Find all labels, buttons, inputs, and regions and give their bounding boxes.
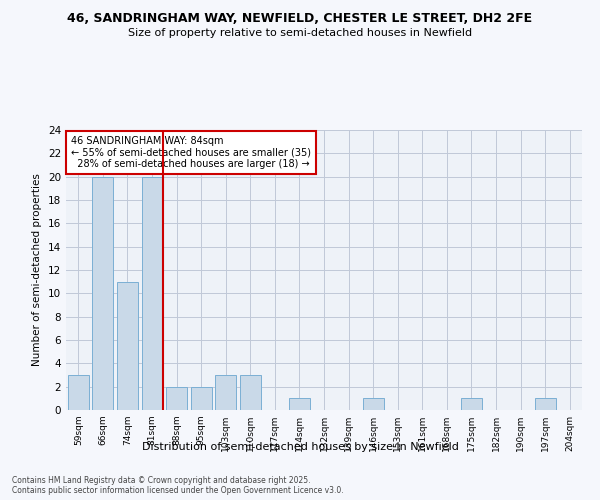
Text: 46, SANDRINGHAM WAY, NEWFIELD, CHESTER LE STREET, DH2 2FE: 46, SANDRINGHAM WAY, NEWFIELD, CHESTER L… <box>67 12 533 26</box>
Bar <box>289 398 310 410</box>
Bar <box>535 398 556 410</box>
Bar <box>117 282 138 410</box>
Text: Size of property relative to semi-detached houses in Newfield: Size of property relative to semi-detach… <box>128 28 472 38</box>
Bar <box>362 398 383 410</box>
Y-axis label: Number of semi-detached properties: Number of semi-detached properties <box>32 174 43 366</box>
Bar <box>68 375 89 410</box>
Bar <box>215 375 236 410</box>
Bar <box>461 398 482 410</box>
Text: Contains HM Land Registry data © Crown copyright and database right 2025.
Contai: Contains HM Land Registry data © Crown c… <box>12 476 344 495</box>
Bar <box>240 375 261 410</box>
Text: Distribution of semi-detached houses by size in Newfield: Distribution of semi-detached houses by … <box>142 442 458 452</box>
Bar <box>191 386 212 410</box>
Bar <box>142 176 163 410</box>
Bar <box>166 386 187 410</box>
Bar <box>92 176 113 410</box>
Text: 46 SANDRINGHAM WAY: 84sqm
← 55% of semi-detached houses are smaller (35)
  28% o: 46 SANDRINGHAM WAY: 84sqm ← 55% of semi-… <box>71 136 311 169</box>
